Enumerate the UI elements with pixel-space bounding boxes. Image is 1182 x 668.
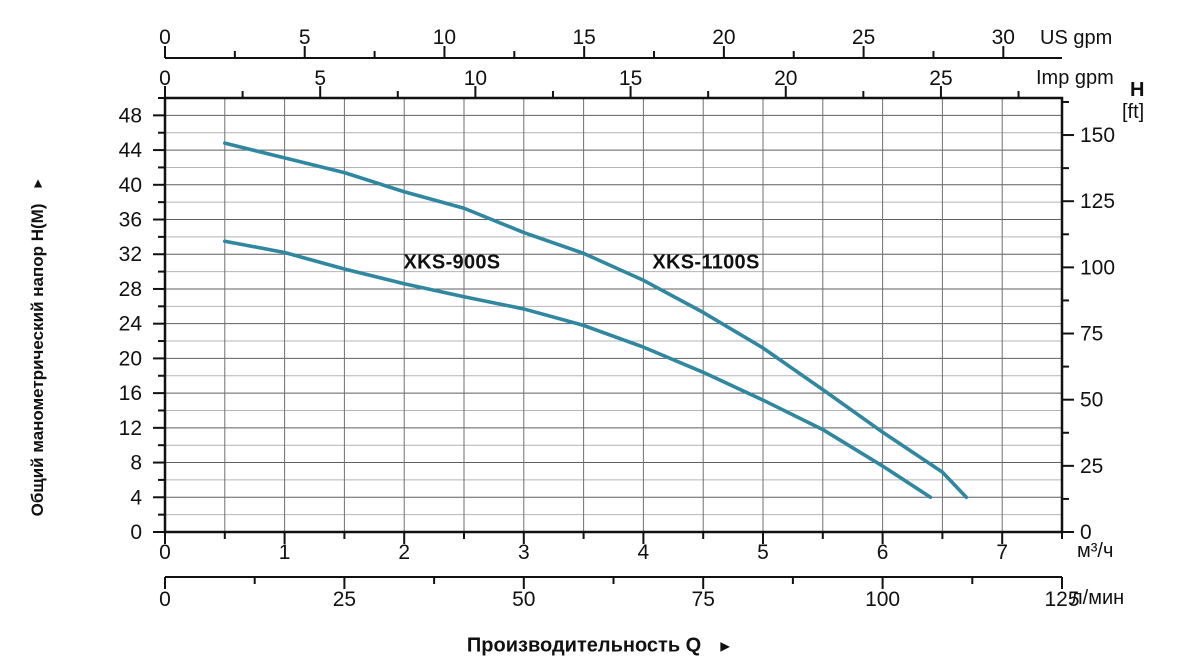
svg-text:25: 25 [333,588,356,611]
axis-head-ft: 0 25 50 75 100 125 150 [1062,100,1115,544]
svg-text:15: 15 [619,67,642,90]
axis-imp-gpm: 0 5 10 15 20 25 [159,67,1020,98]
svg-text:150: 150 [1080,124,1115,147]
imp-gpm-unit-label: Imp gpm [1036,67,1114,89]
y-axis-title-text: Общий манометрический напор H(M) [28,203,47,517]
svg-text:40: 40 [119,174,142,197]
svg-text:125: 125 [1044,588,1079,611]
svg-text:100: 100 [1080,256,1115,279]
svg-text:10: 10 [464,67,487,90]
svg-text:32: 32 [119,243,142,266]
svg-text:1: 1 [279,541,291,564]
svg-text:6: 6 [877,541,889,564]
y-axis-up-arrow-icon: ▲ [31,174,45,191]
right-axis-title: H [1130,79,1145,101]
svg-text:16: 16 [119,382,142,405]
svg-text:36: 36 [119,209,142,232]
lmin-unit-label: л/мин [1071,587,1125,609]
curve-label-xks-1100s: XKS-1100S [652,251,760,274]
svg-text:125: 125 [1080,190,1115,213]
svg-text:25: 25 [852,26,875,49]
svg-text:20: 20 [774,67,797,90]
svg-text:50: 50 [512,588,535,611]
svg-text:0: 0 [159,67,171,90]
svg-text:25: 25 [929,67,952,90]
curve-label-xks-900s: XKS-900S [403,251,501,274]
svg-text:20: 20 [712,26,735,49]
curve-xks-900s [223,239,933,500]
svg-text:44: 44 [119,139,143,162]
svg-text:5: 5 [757,541,769,564]
svg-text:30: 30 [992,26,1015,49]
m3h-unit-label: м³/ч [1077,540,1114,562]
svg-text:2: 2 [398,541,410,564]
svg-text:0: 0 [159,588,171,611]
svg-text:0: 0 [159,541,171,564]
x-axis-title-text: Производительность Q [466,634,702,657]
svg-text:75: 75 [692,588,715,611]
curve-xks-1100s [223,141,969,500]
svg-text:75: 75 [1080,323,1103,346]
x-axis-right-arrow-icon: ► [717,638,734,656]
svg-text:15: 15 [572,26,595,49]
svg-text:28: 28 [119,278,142,301]
axis-us-gpm: 0 5 10 15 20 25 30 [159,26,1062,59]
plot-frame [163,96,1064,534]
axis-l-min: 0 25 50 75 100 125 [159,576,1080,611]
svg-text:0: 0 [159,26,171,49]
svg-text:100: 100 [865,588,900,611]
right-axis-unit-label: [ft] [1122,101,1145,123]
svg-text:4: 4 [638,541,650,564]
svg-text:24: 24 [119,313,143,336]
axis-m3h: 0 1 2 3 4 5 6 7 [159,532,1063,564]
svg-text:25: 25 [1080,455,1103,478]
svg-text:3: 3 [518,541,530,564]
svg-text:0: 0 [130,521,142,544]
svg-text:48: 48 [119,104,142,127]
svg-text:4: 4 [130,486,142,509]
svg-text:7: 7 [996,541,1008,564]
svg-text:8: 8 [130,452,142,475]
svg-text:5: 5 [314,67,326,90]
svg-text:20: 20 [119,347,142,370]
svg-text:12: 12 [119,417,142,440]
grid [165,98,1062,532]
svg-text:5: 5 [299,26,311,49]
x-axis-title: Производительность Q ► [467,635,733,658]
svg-text:0: 0 [1080,521,1092,544]
svg-text:10: 10 [433,26,456,49]
svg-text:50: 50 [1080,389,1103,412]
us-gpm-unit-label: US gpm [1040,27,1113,49]
